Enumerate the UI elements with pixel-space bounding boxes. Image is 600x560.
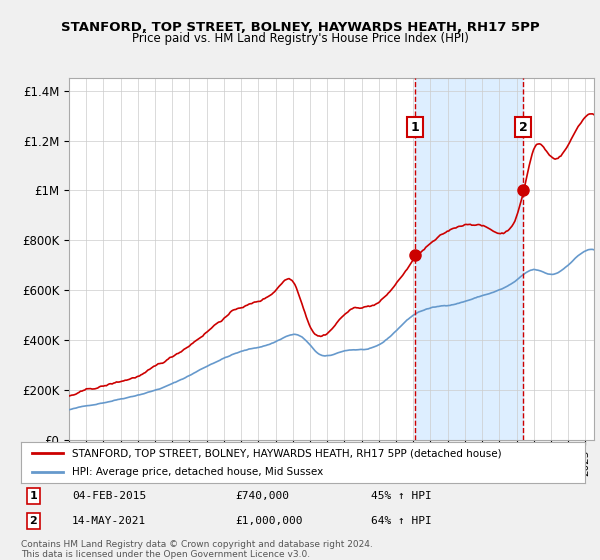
Text: £1,000,000: £1,000,000	[235, 516, 303, 526]
Text: 64% ↑ HPI: 64% ↑ HPI	[371, 516, 431, 526]
Text: £740,000: £740,000	[235, 491, 289, 501]
Text: Contains HM Land Registry data © Crown copyright and database right 2024.
This d: Contains HM Land Registry data © Crown c…	[21, 540, 373, 559]
Text: 2: 2	[518, 120, 527, 134]
Text: HPI: Average price, detached house, Mid Sussex: HPI: Average price, detached house, Mid …	[72, 467, 323, 477]
Text: 1: 1	[410, 120, 419, 134]
Text: 14-MAY-2021: 14-MAY-2021	[72, 516, 146, 526]
Text: 1: 1	[29, 491, 37, 501]
Text: 45% ↑ HPI: 45% ↑ HPI	[371, 491, 431, 501]
Text: STANFORD, TOP STREET, BOLNEY, HAYWARDS HEATH, RH17 5PP (detached house): STANFORD, TOP STREET, BOLNEY, HAYWARDS H…	[72, 449, 502, 458]
Bar	[415, 78, 523, 440]
Text: STANFORD, TOP STREET, BOLNEY, HAYWARDS HEATH, RH17 5PP: STANFORD, TOP STREET, BOLNEY, HAYWARDS H…	[61, 21, 539, 34]
Text: 04-FEB-2015: 04-FEB-2015	[72, 491, 146, 501]
Text: 2: 2	[29, 516, 37, 526]
Text: Price paid vs. HM Land Registry's House Price Index (HPI): Price paid vs. HM Land Registry's House …	[131, 32, 469, 45]
